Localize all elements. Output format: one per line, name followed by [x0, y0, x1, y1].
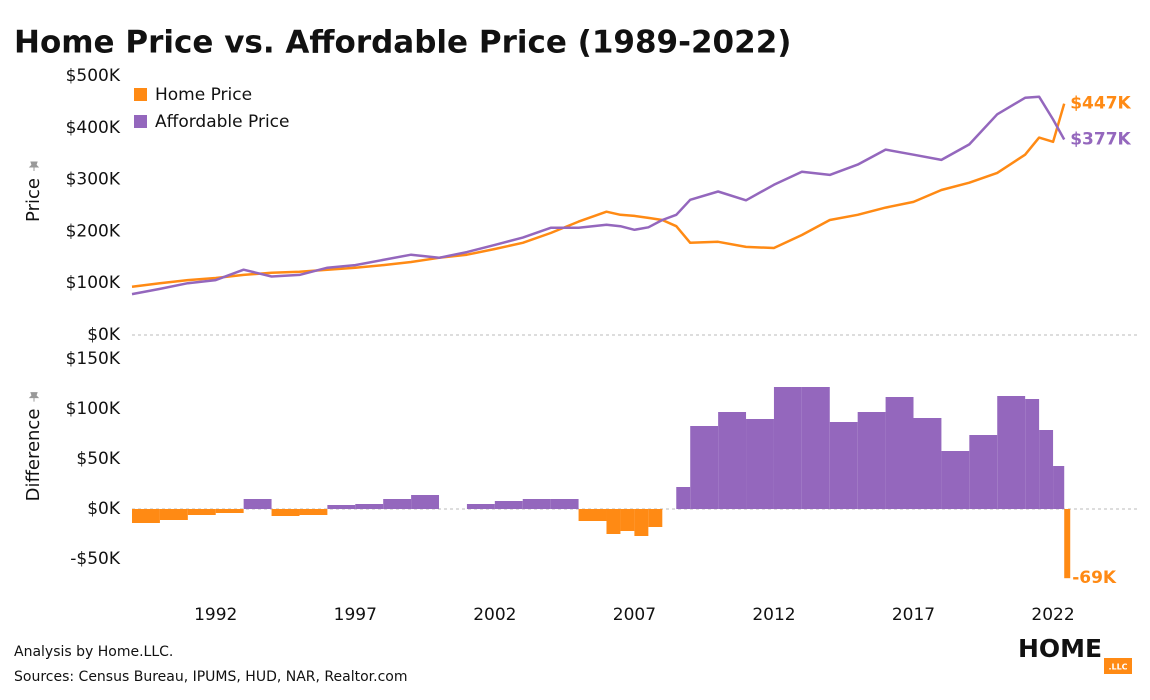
end-label: -69K [1072, 568, 1117, 588]
y-axis-label: Price [23, 178, 44, 222]
bar [1053, 466, 1065, 509]
bar [773, 387, 802, 509]
bar [857, 412, 886, 509]
y-tick-label: $500K [66, 66, 121, 86]
x-tick-label: 2012 [752, 605, 795, 625]
bar [997, 396, 1026, 509]
x-tick-label: 1997 [334, 605, 377, 625]
bar [801, 387, 830, 509]
bar [271, 509, 300, 516]
bar [466, 504, 495, 509]
logo-suffix: .LLC [1108, 663, 1127, 672]
x-tick-label: 2007 [613, 605, 656, 625]
y-tick-label: $200K [66, 221, 121, 241]
bar [550, 499, 579, 509]
legend-swatch [134, 88, 147, 101]
bar [132, 509, 160, 523]
bar [690, 426, 719, 509]
x-tick-label: 2022 [1031, 605, 1074, 625]
pin-icon [28, 161, 40, 172]
footer-sources: Sources: Census Bureau, IPUMS, HUD, NAR,… [14, 669, 407, 685]
legend-swatch [134, 115, 147, 128]
bar [187, 509, 216, 515]
pin-icon [28, 392, 40, 402]
bar [383, 499, 412, 509]
series-line [131, 95, 1066, 296]
y-tick-label: -$50K [70, 549, 121, 569]
bar [941, 451, 970, 509]
y-axis-label: Difference [23, 409, 44, 502]
bar [648, 509, 663, 527]
logo: HOME [1018, 634, 1102, 663]
y-tick-label: $50K [76, 449, 120, 469]
bar [1025, 399, 1040, 509]
y-tick-label: $400K [66, 118, 121, 138]
bar [620, 509, 635, 531]
bar [327, 505, 356, 509]
bar [1039, 430, 1054, 509]
bar [829, 422, 858, 509]
bar [355, 504, 384, 509]
y-tick-label: $0K [87, 499, 121, 519]
footer-analysis: Analysis by Home.LLC. [14, 644, 173, 660]
bar [243, 499, 272, 509]
x-tick-label: 1992 [194, 605, 237, 625]
bar [1064, 509, 1071, 579]
chart-title: Home Price vs. Affordable Price (1989-20… [14, 25, 791, 61]
end-label: $447K [1070, 94, 1131, 114]
x-tick-label: 2017 [892, 605, 935, 625]
y-tick-label: $300K [66, 170, 121, 190]
y-tick-label: $100K [66, 399, 121, 419]
legend-label: Affordable Price [155, 112, 290, 132]
y-tick-label: $150K [66, 349, 121, 369]
bar [634, 509, 649, 536]
series-line [131, 103, 1066, 289]
logo-badge [1104, 658, 1132, 674]
x-tick-label: 2002 [473, 605, 516, 625]
bar [969, 435, 998, 509]
bar [299, 509, 328, 515]
bar [913, 418, 942, 509]
bar [606, 509, 621, 534]
end-label: $377K [1070, 130, 1131, 150]
bar [746, 419, 774, 509]
legend-label: Home Price [155, 85, 252, 105]
bar [676, 487, 691, 509]
bar [578, 509, 607, 521]
y-tick-label: $0K [87, 325, 121, 345]
bar [718, 412, 747, 509]
bar [411, 495, 440, 509]
bar [885, 397, 914, 509]
y-tick-label: $100K [66, 273, 121, 293]
bar [215, 509, 244, 513]
bar [494, 501, 523, 509]
bar [522, 499, 551, 509]
bar [159, 509, 188, 520]
